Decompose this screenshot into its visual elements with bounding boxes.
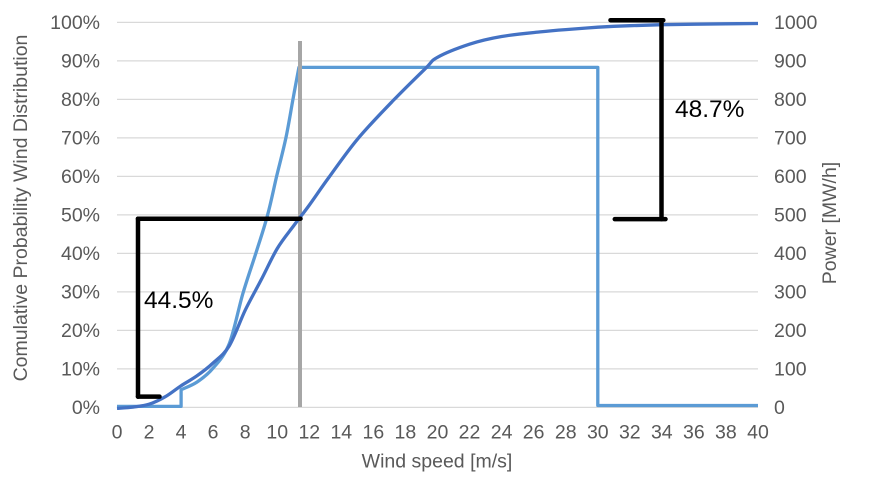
svg-text:10%: 10% (61, 358, 100, 380)
svg-text:0: 0 (112, 422, 123, 444)
svg-text:Wind speed [m/s]: Wind speed [m/s] (362, 451, 513, 473)
svg-text:400: 400 (774, 243, 807, 265)
svg-text:100: 100 (774, 358, 807, 380)
svg-text:16: 16 (363, 422, 385, 444)
svg-text:18: 18 (395, 422, 417, 444)
svg-text:20: 20 (427, 422, 449, 444)
svg-text:800: 800 (774, 89, 807, 111)
svg-text:900: 900 (774, 50, 807, 72)
svg-text:2: 2 (144, 422, 155, 444)
svg-text:Comulative Probability Wind Di: Comulative Probability Wind Distribution (10, 35, 32, 382)
svg-text:6: 6 (208, 422, 219, 444)
svg-text:60%: 60% (61, 166, 100, 188)
svg-text:12: 12 (298, 422, 320, 444)
svg-text:50%: 50% (61, 204, 100, 226)
svg-text:4: 4 (176, 422, 187, 444)
svg-text:200: 200 (774, 320, 807, 342)
svg-text:36: 36 (683, 422, 705, 444)
svg-text:34: 34 (651, 422, 673, 444)
svg-text:700: 700 (774, 127, 807, 149)
svg-text:38: 38 (715, 422, 737, 444)
svg-text:14: 14 (330, 422, 352, 444)
svg-text:10: 10 (266, 422, 288, 444)
svg-text:500: 500 (774, 204, 807, 226)
svg-text:30: 30 (587, 422, 609, 444)
svg-text:32: 32 (619, 422, 641, 444)
svg-text:90%: 90% (61, 50, 100, 72)
svg-text:22: 22 (459, 422, 481, 444)
svg-text:44.5%: 44.5% (144, 287, 213, 314)
svg-text:80%: 80% (61, 89, 100, 111)
svg-text:100%: 100% (50, 12, 100, 34)
svg-text:40%: 40% (61, 243, 100, 265)
svg-text:26: 26 (523, 422, 545, 444)
svg-text:0: 0 (774, 397, 785, 419)
svg-text:48.7%: 48.7% (675, 96, 744, 123)
svg-text:20%: 20% (61, 320, 100, 342)
svg-text:28: 28 (555, 422, 577, 444)
svg-text:30%: 30% (61, 281, 100, 303)
svg-text:600: 600 (774, 166, 807, 188)
svg-text:24: 24 (491, 422, 513, 444)
svg-text:40: 40 (747, 422, 769, 444)
svg-text:300: 300 (774, 281, 807, 303)
svg-text:Power [MW/h]: Power [MW/h] (819, 162, 841, 284)
svg-text:8: 8 (240, 422, 251, 444)
svg-text:0%: 0% (72, 397, 100, 419)
svg-text:70%: 70% (61, 127, 100, 149)
svg-text:1000: 1000 (774, 12, 818, 34)
